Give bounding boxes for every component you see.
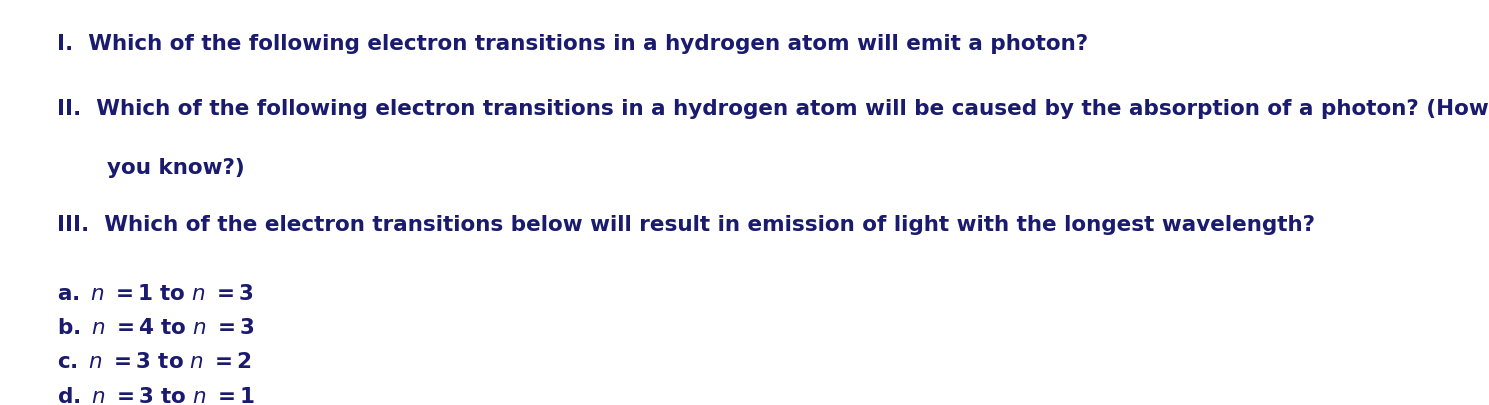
Text: II.  Which of the following electron transitions in a hydrogen atom will be caus: II. Which of the following electron tran… [57,99,1489,119]
Text: $\bf{a}$$\bf{.}$ $\it{n}$ $\bf{= 1\ to\ }$$\it{n}$ $\bf{= 3}$: $\bf{a}$$\bf{.}$ $\it{n}$ $\bf{= 1\ to\ … [57,284,253,303]
Text: $\bf{d}$$\bf{.}$ $\it{n}$ $\bf{= 3\ to\ }$$\it{n}$ $\bf{= 1}$: $\bf{d}$$\bf{.}$ $\it{n}$ $\bf{= 3\ to\ … [57,387,255,405]
Text: $\bf{b}$$\bf{.}$ $\it{n}$ $\bf{= 4\ to\ }$$\it{n}$ $\bf{= 3}$: $\bf{b}$$\bf{.}$ $\it{n}$ $\bf{= 4\ to\ … [57,318,255,338]
Text: III.  Which of the electron transitions below will result in emission of light w: III. Which of the electron transitions b… [57,215,1315,234]
Text: I.  Which of the following electron transitions in a hydrogen atom will emit a p: I. Which of the following electron trans… [57,34,1087,54]
Text: you know?): you know?) [107,158,246,178]
Text: $\bf{c}$$\bf{.}$ $\it{n}$ $\bf{= 3\ to\ }$$\it{n}$ $\bf{= 2}$: $\bf{c}$$\bf{.}$ $\it{n}$ $\bf{= 3\ to\ … [57,352,252,372]
